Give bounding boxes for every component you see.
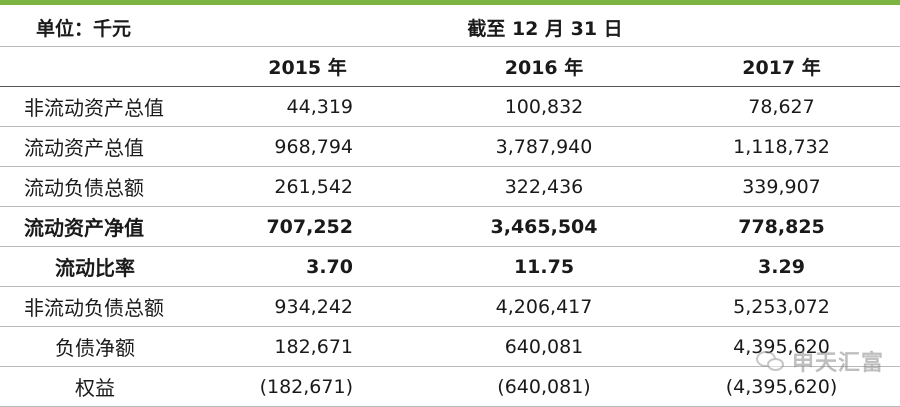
row-label: 流动资产净值 xyxy=(0,206,190,247)
value-2015: (182,671) xyxy=(190,366,425,407)
value-2017: 339,907 xyxy=(663,166,900,207)
wechat-icon xyxy=(756,349,786,373)
row-label: 非流动资产总值 xyxy=(0,86,190,127)
corner-cell xyxy=(0,46,190,87)
value-2015: 707,252 xyxy=(190,206,425,247)
value-2016: 3,787,940 xyxy=(425,126,663,167)
year-2016: 2016 年 xyxy=(425,46,663,87)
header-row-period: 单位：千元 截至 12 月 31 日 xyxy=(0,8,900,47)
value-2017: 78,627 xyxy=(663,86,900,127)
table-row: 负债净额 182,671 640,081 4,395,620 xyxy=(0,326,900,367)
row-label: 非流动负债总额 xyxy=(0,286,190,327)
value-2015: 261,542 xyxy=(190,166,425,207)
header-row-years: 2015 年 2016 年 2017 年 xyxy=(0,46,900,87)
watermark-text: 申天汇富 xyxy=(792,351,885,376)
table-row: 非流动资产总值 44,319 100,832 78,627 xyxy=(0,86,900,127)
value-2016: (640,081) xyxy=(425,366,663,407)
row-label: 流动资产总值 xyxy=(0,126,190,167)
value-2017: 5,253,072 xyxy=(663,286,900,327)
value-2015: 968,794 xyxy=(190,126,425,167)
row-label: 负债净额 xyxy=(0,326,190,367)
year-2017: 2017 年 xyxy=(663,46,900,87)
value-2017: 778,825 xyxy=(663,206,900,247)
value-2016: 322,436 xyxy=(425,166,663,207)
unit-label: 单位：千元 xyxy=(0,8,190,47)
value-2016: 100,832 xyxy=(425,86,663,127)
value-2016: 11.75 xyxy=(425,246,663,287)
value-2017: (4,395,620) xyxy=(663,366,900,407)
table-row: 流动资产净值 707,252 3,465,504 778,825 xyxy=(0,206,900,247)
value-2017: 4,395,620 xyxy=(663,326,900,367)
year-2015: 2015 年 xyxy=(190,46,425,87)
top-accent-bar xyxy=(0,0,900,5)
value-2015: 182,671 xyxy=(190,326,425,367)
value-2016: 4,206,417 xyxy=(425,286,663,327)
value-2015: 3.70 xyxy=(190,246,425,287)
period-label: 截至 12 月 31 日 xyxy=(190,8,900,47)
row-label: 流动比率 xyxy=(0,246,190,287)
row-label: 流动负债总额 xyxy=(0,166,190,207)
value-2016: 3,465,504 xyxy=(425,206,663,247)
row-label: 权益 xyxy=(0,366,190,407)
watermark: 申天汇富 xyxy=(756,345,884,377)
value-2017: 1,118,732 xyxy=(663,126,900,167)
value-2017: 3.29 xyxy=(663,246,900,287)
value-2016: 640,081 xyxy=(425,326,663,367)
table-row: 非流动负债总额 934,242 4,206,417 5,253,072 xyxy=(0,286,900,327)
table-row: 流动资产总值 968,794 3,787,940 1,118,732 xyxy=(0,126,900,167)
table-row: 流动比率 3.70 11.75 3.29 xyxy=(0,246,900,287)
table-row: 流动负债总额 261,542 322,436 339,907 xyxy=(0,166,900,207)
value-2015: 44,319 xyxy=(190,86,425,127)
value-2015: 934,242 xyxy=(190,286,425,327)
